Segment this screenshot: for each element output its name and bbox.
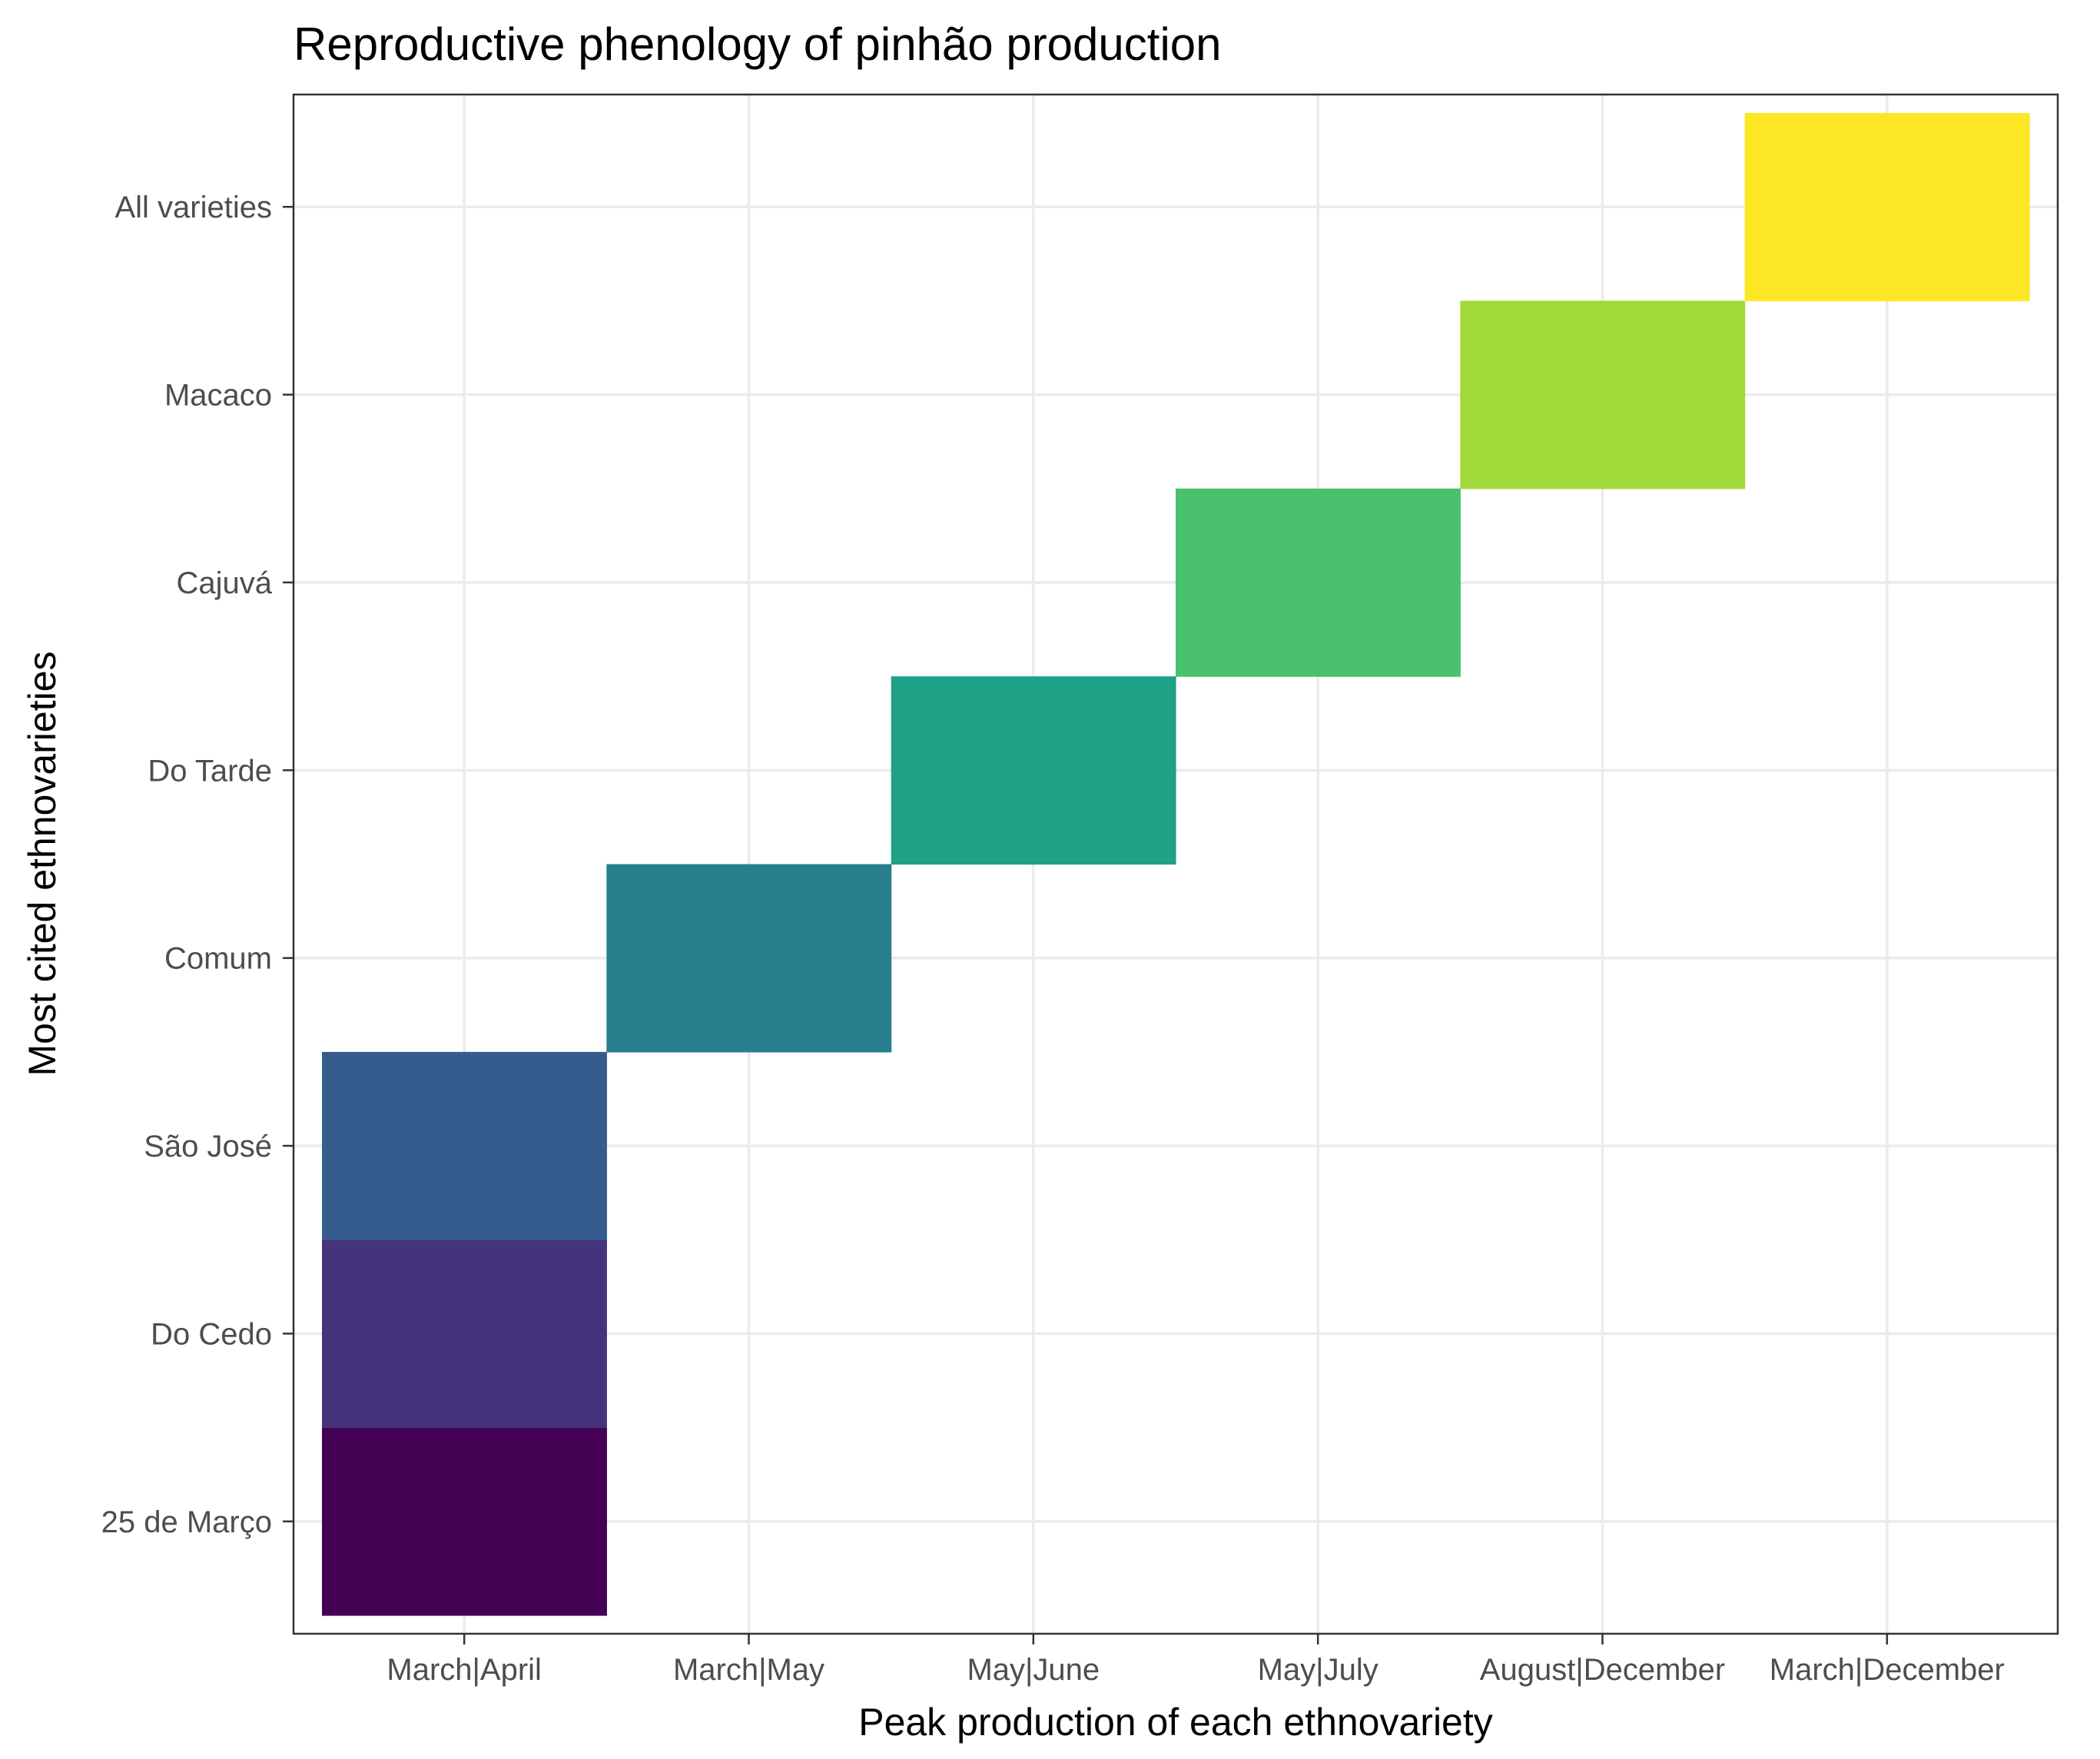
heatmap-cell: [1744, 113, 2030, 301]
heatmap-cell: [891, 676, 1176, 865]
chart-title: Reproductive phenology of pinhão product…: [294, 18, 1222, 70]
y-tick-label: Do Cedo: [151, 1317, 272, 1351]
heatmap-cells: [322, 113, 2030, 1616]
y-tick-label: Cajuvá: [176, 566, 272, 600]
heatmap-cell: [606, 864, 892, 1053]
y-tick-label: Do Tarde: [148, 754, 272, 788]
x-axis: March|April March|May May|June May|July Augu…: [386, 1634, 2005, 1687]
heatmap-cell: [1460, 300, 1746, 490]
y-tick-label: All varieties: [114, 191, 272, 224]
y-tick-label: São José: [144, 1130, 272, 1163]
heatmap-cell: [322, 1240, 607, 1429]
x-tick-label: May|July: [1258, 1653, 1378, 1687]
x-tick-label: August|December: [1480, 1653, 1725, 1687]
x-tick-label: March|December: [1770, 1653, 2005, 1687]
y-tick-label: Macaco: [164, 379, 272, 413]
y-tick-label: 25 de Março: [101, 1505, 272, 1539]
x-tick-label: March|May: [673, 1653, 824, 1687]
plot-panel-border: [292, 93, 2059, 1635]
y-tick-label: Comum: [164, 942, 272, 976]
y-axis-title: Most cited ethnovarieties: [21, 651, 64, 1076]
heatmap-cell: [322, 1427, 607, 1616]
x-axis-title: Peak production of each ethnovariety: [858, 1701, 1493, 1744]
heatmap-cell: [1176, 488, 1461, 677]
heatmap-cell: [322, 1051, 607, 1240]
x-tick-label: May|June: [967, 1653, 1100, 1687]
x-tick-label: March|April: [386, 1653, 542, 1687]
y-axis: 25 de Março Do Cedo São José Comum Do Tarde C…: [101, 191, 294, 1539]
